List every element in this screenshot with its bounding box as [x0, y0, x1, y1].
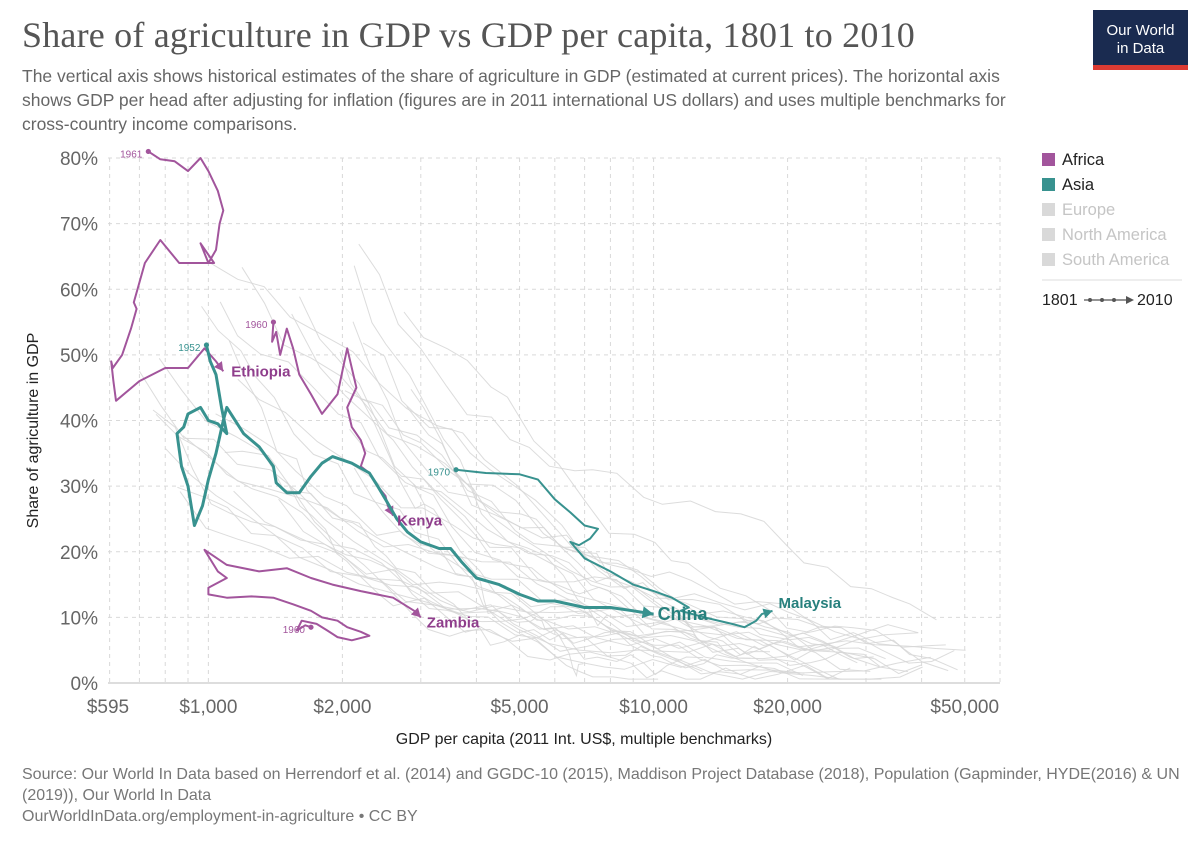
series-end-arrow-malaysia [762, 608, 773, 619]
background-trajectory [201, 306, 703, 672]
x-tick-label: $595 [87, 697, 129, 718]
background-trajectory [410, 389, 771, 658]
source-url[interactable]: OurWorldInData.org/employment-in-agricul… [22, 808, 418, 825]
series-start-point-zambia[interactable] [308, 624, 314, 630]
x-tick-label: $20,000 [753, 697, 822, 718]
legend-label-north-america[interactable]: North America [1062, 226, 1167, 244]
series-end-arrow-ethiopia [213, 361, 224, 372]
chart-subtitle: The vertical axis shows historical estim… [22, 66, 1006, 134]
series-label-malaysia: Malaysia [779, 595, 842, 612]
legend-label-europe[interactable]: Europe [1062, 201, 1115, 219]
legend-label-asia[interactable]: Asia [1062, 176, 1095, 194]
chart-footer: Source: Our World In Data based on Herre… [22, 764, 1192, 827]
x-tick-label: $10,000 [619, 697, 688, 718]
series-line-china[interactable] [175, 344, 654, 616]
background-trajectory [241, 267, 886, 660]
background-trajectory [215, 413, 882, 680]
y-tick-label: 40% [60, 412, 98, 433]
legend-time-end: 2010 [1137, 292, 1173, 309]
series-start-year-malaysia: 1970 [428, 468, 451, 479]
chart-title: Share of agriculture in GDP vs GDP per c… [22, 15, 915, 55]
axis-layer: $595 $1,000 $2,000 $5,000 $10,000 $20,000 $50,… [25, 149, 1000, 748]
background-trajectory [228, 340, 644, 634]
owid-logo[interactable]: Our World in Data [1093, 10, 1188, 70]
series-start-point-ethiopia[interactable] [145, 148, 151, 155]
legend-time-start: 1801 [1042, 292, 1078, 309]
background-trajectory [233, 490, 966, 660]
background-trajectory [286, 481, 659, 680]
legend-label-south-america[interactable]: South America [1062, 251, 1170, 269]
background-trajectory [413, 483, 584, 678]
background-trajectory [139, 371, 842, 680]
series-start-year-zambia: 1960 [283, 625, 306, 636]
x-axis-title: GDP per capita (2011 Int. US$, multiple … [396, 731, 772, 748]
x-tick-label: $2,000 [313, 697, 371, 718]
series-layer [110, 148, 773, 642]
y-axis-title: Share of agriculture in GDP [25, 333, 42, 529]
background-trajectory [358, 243, 937, 621]
legend-time-dot [1100, 298, 1104, 302]
x-tick-label: $5,000 [490, 697, 548, 718]
series-start-year-kenya: 1960 [245, 320, 268, 331]
background-trajectory [177, 486, 871, 672]
x-tick-label: $50,000 [930, 697, 999, 718]
y-tick-label: 0% [71, 674, 99, 695]
legend-time-arrow [1126, 296, 1134, 304]
y-tick-label: 20% [60, 543, 98, 564]
background-trajectory [349, 428, 851, 680]
series-label-kenya: Kenya [397, 513, 443, 530]
y-tick-label: 80% [60, 149, 98, 170]
background-trajectory [361, 398, 955, 664]
legend-swatch-south-america[interactable] [1042, 253, 1055, 266]
legend-label-africa[interactable]: Africa [1062, 151, 1105, 169]
legend-swatch-north-america[interactable] [1042, 228, 1055, 241]
series-label-zambia: Zambia [427, 614, 480, 631]
legend: Africa Asia Europe North America South Ameri… [1042, 151, 1182, 309]
legend-swatch-africa[interactable] [1042, 153, 1055, 166]
series-end-arrow-zambia [410, 607, 421, 618]
background-trajectory [278, 498, 830, 680]
background-trajectory [362, 342, 946, 648]
legend-time-dot [1112, 298, 1116, 302]
series-start-point-china[interactable] [203, 342, 210, 348]
series-label-china: China [658, 604, 709, 624]
legend-swatch-europe[interactable] [1042, 203, 1055, 216]
series-line-malaysia[interactable] [455, 468, 773, 629]
y-tick-label: 30% [60, 477, 98, 498]
series-start-year-china: 1952 [178, 343, 201, 354]
series-start-point-kenya[interactable] [270, 319, 277, 325]
series-end-arrow-china [641, 606, 654, 619]
series-start-year-ethiopia: 1961 [120, 149, 143, 160]
legend-swatch-asia[interactable] [1042, 178, 1055, 191]
background-series-layer [139, 243, 966, 680]
background-trajectory [237, 378, 923, 680]
y-tick-label: 10% [60, 608, 98, 629]
series-line-zambia[interactable] [203, 548, 422, 642]
legend-time-dot [1088, 298, 1092, 302]
background-trajectory [353, 467, 751, 669]
background-trajectory [353, 265, 858, 664]
y-tick-label: 60% [60, 280, 98, 301]
label-layer: 1961 Ethiopia 1960 Kenya 1960 Zambia 1952 China… [120, 149, 842, 636]
series-label-ethiopia: Ethiopia [231, 363, 291, 380]
series-line-ethiopia[interactable] [110, 150, 225, 402]
y-tick-label: 70% [60, 215, 98, 236]
background-trajectory [155, 413, 805, 674]
y-tick-label: 50% [60, 346, 98, 367]
background-trajectory [210, 262, 922, 675]
background-trajectory [299, 296, 842, 628]
source-note: Source: Our World In Data based on Herre… [22, 766, 1180, 804]
series-start-point-malaysia[interactable] [453, 467, 459, 473]
x-tick-label: $1,000 [179, 697, 237, 718]
background-trajectory [406, 406, 880, 667]
logo-line-2: in Data [1116, 40, 1165, 57]
logo-line-1: Our World [1106, 22, 1175, 39]
